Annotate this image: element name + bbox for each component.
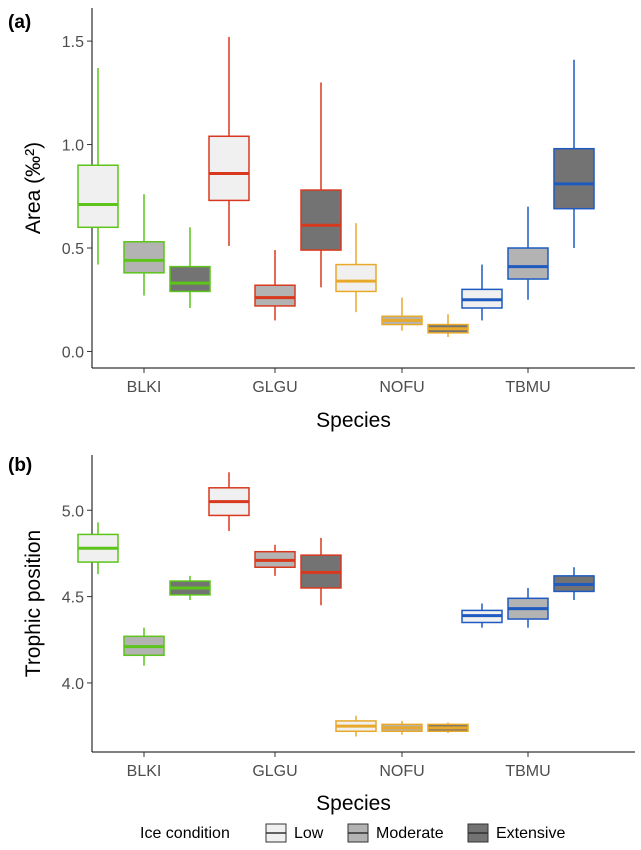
box-blki-extensive bbox=[169, 227, 211, 308]
box-iqr bbox=[208, 135, 250, 202]
x-tick-label: BLKI bbox=[127, 379, 162, 396]
box-nofu-moderate bbox=[381, 720, 423, 735]
x-tick-label: BLKI bbox=[127, 763, 162, 780]
box-blki-moderate bbox=[123, 194, 165, 296]
box-glgu-moderate bbox=[254, 250, 296, 321]
box-glgu-extensive bbox=[300, 537, 342, 606]
panel-label: (b) bbox=[8, 455, 32, 476]
legend: Ice condition Low Moderate Extensive bbox=[140, 823, 565, 843]
box-blki-extensive bbox=[169, 575, 211, 601]
legend-label: Moderate bbox=[376, 825, 444, 842]
box-iqr bbox=[77, 164, 119, 229]
x-tick-label: NOFU bbox=[379, 763, 424, 780]
box-glgu-low bbox=[208, 36, 250, 246]
y-tick-label: 0.5 bbox=[62, 241, 84, 258]
legend-item-low: Low bbox=[265, 823, 324, 843]
legend-item-extensive: Extensive bbox=[467, 823, 565, 843]
box-blki-moderate bbox=[123, 627, 165, 666]
box-nofu-low bbox=[335, 715, 377, 737]
box-tbmu-low bbox=[461, 264, 503, 321]
legend-label: Low bbox=[294, 825, 324, 842]
y-tick-label: 4.0 bbox=[62, 676, 84, 693]
box-nofu-extensive bbox=[427, 314, 469, 337]
box-iqr bbox=[507, 247, 549, 280]
box-iqr bbox=[335, 263, 377, 293]
y-tick-label: 1.5 bbox=[62, 34, 84, 51]
legend-title: Ice condition bbox=[140, 825, 230, 842]
legend-item-moderate: Moderate bbox=[347, 823, 444, 843]
x-tick-label: NOFU bbox=[379, 379, 424, 396]
box-nofu-moderate bbox=[381, 297, 423, 331]
x-tick-label: GLGU bbox=[252, 379, 297, 396]
panel-label: (a) bbox=[8, 12, 31, 33]
box-glgu-moderate bbox=[254, 544, 296, 576]
x-tick-label: TBMU bbox=[505, 763, 550, 780]
box-iqr bbox=[123, 241, 165, 274]
box-tbmu-extensive bbox=[553, 567, 595, 601]
panel-a: 0.0 0.5 1.0 1.5 BLKI GLGU NOFU TBMU (a) Species Ar… bbox=[8, 8, 635, 432]
y-tick-label: 4.5 bbox=[62, 590, 84, 607]
y-tick-label: 5.0 bbox=[62, 503, 84, 520]
y-axis-title: Trophic position bbox=[22, 530, 45, 677]
legend-label: Extensive bbox=[496, 825, 565, 842]
box-blki-low bbox=[77, 68, 119, 265]
box-nofu-extensive bbox=[427, 722, 469, 734]
x-tick-label: GLGU bbox=[252, 763, 297, 780]
x-axis-title: Species bbox=[316, 409, 391, 432]
y-axis-title: Area (‰²) bbox=[22, 142, 45, 234]
box-iqr bbox=[169, 265, 211, 293]
box-tbmu-moderate bbox=[507, 587, 549, 628]
box-iqr bbox=[553, 147, 595, 210]
y-tick-label: 0.0 bbox=[62, 344, 84, 361]
panel-b: 4.0 4.5 5.0 BLKI GLGU NOFU TBMU (b) Species Troph… bbox=[8, 455, 635, 815]
box-iqr bbox=[300, 189, 342, 251]
x-tick-label: TBMU bbox=[505, 379, 550, 396]
box-tbmu-low bbox=[461, 603, 503, 628]
box-tbmu-extensive bbox=[553, 59, 595, 248]
box-nofu-low bbox=[335, 223, 377, 313]
y-tick-label: 1.0 bbox=[62, 138, 84, 155]
x-axis-title: Species bbox=[316, 792, 391, 815]
box-blki-low bbox=[77, 522, 119, 575]
box-tbmu-moderate bbox=[507, 206, 549, 300]
box-iqr bbox=[254, 284, 296, 307]
box-glgu-extensive bbox=[300, 82, 342, 288]
box-glgu-low bbox=[208, 472, 250, 531]
